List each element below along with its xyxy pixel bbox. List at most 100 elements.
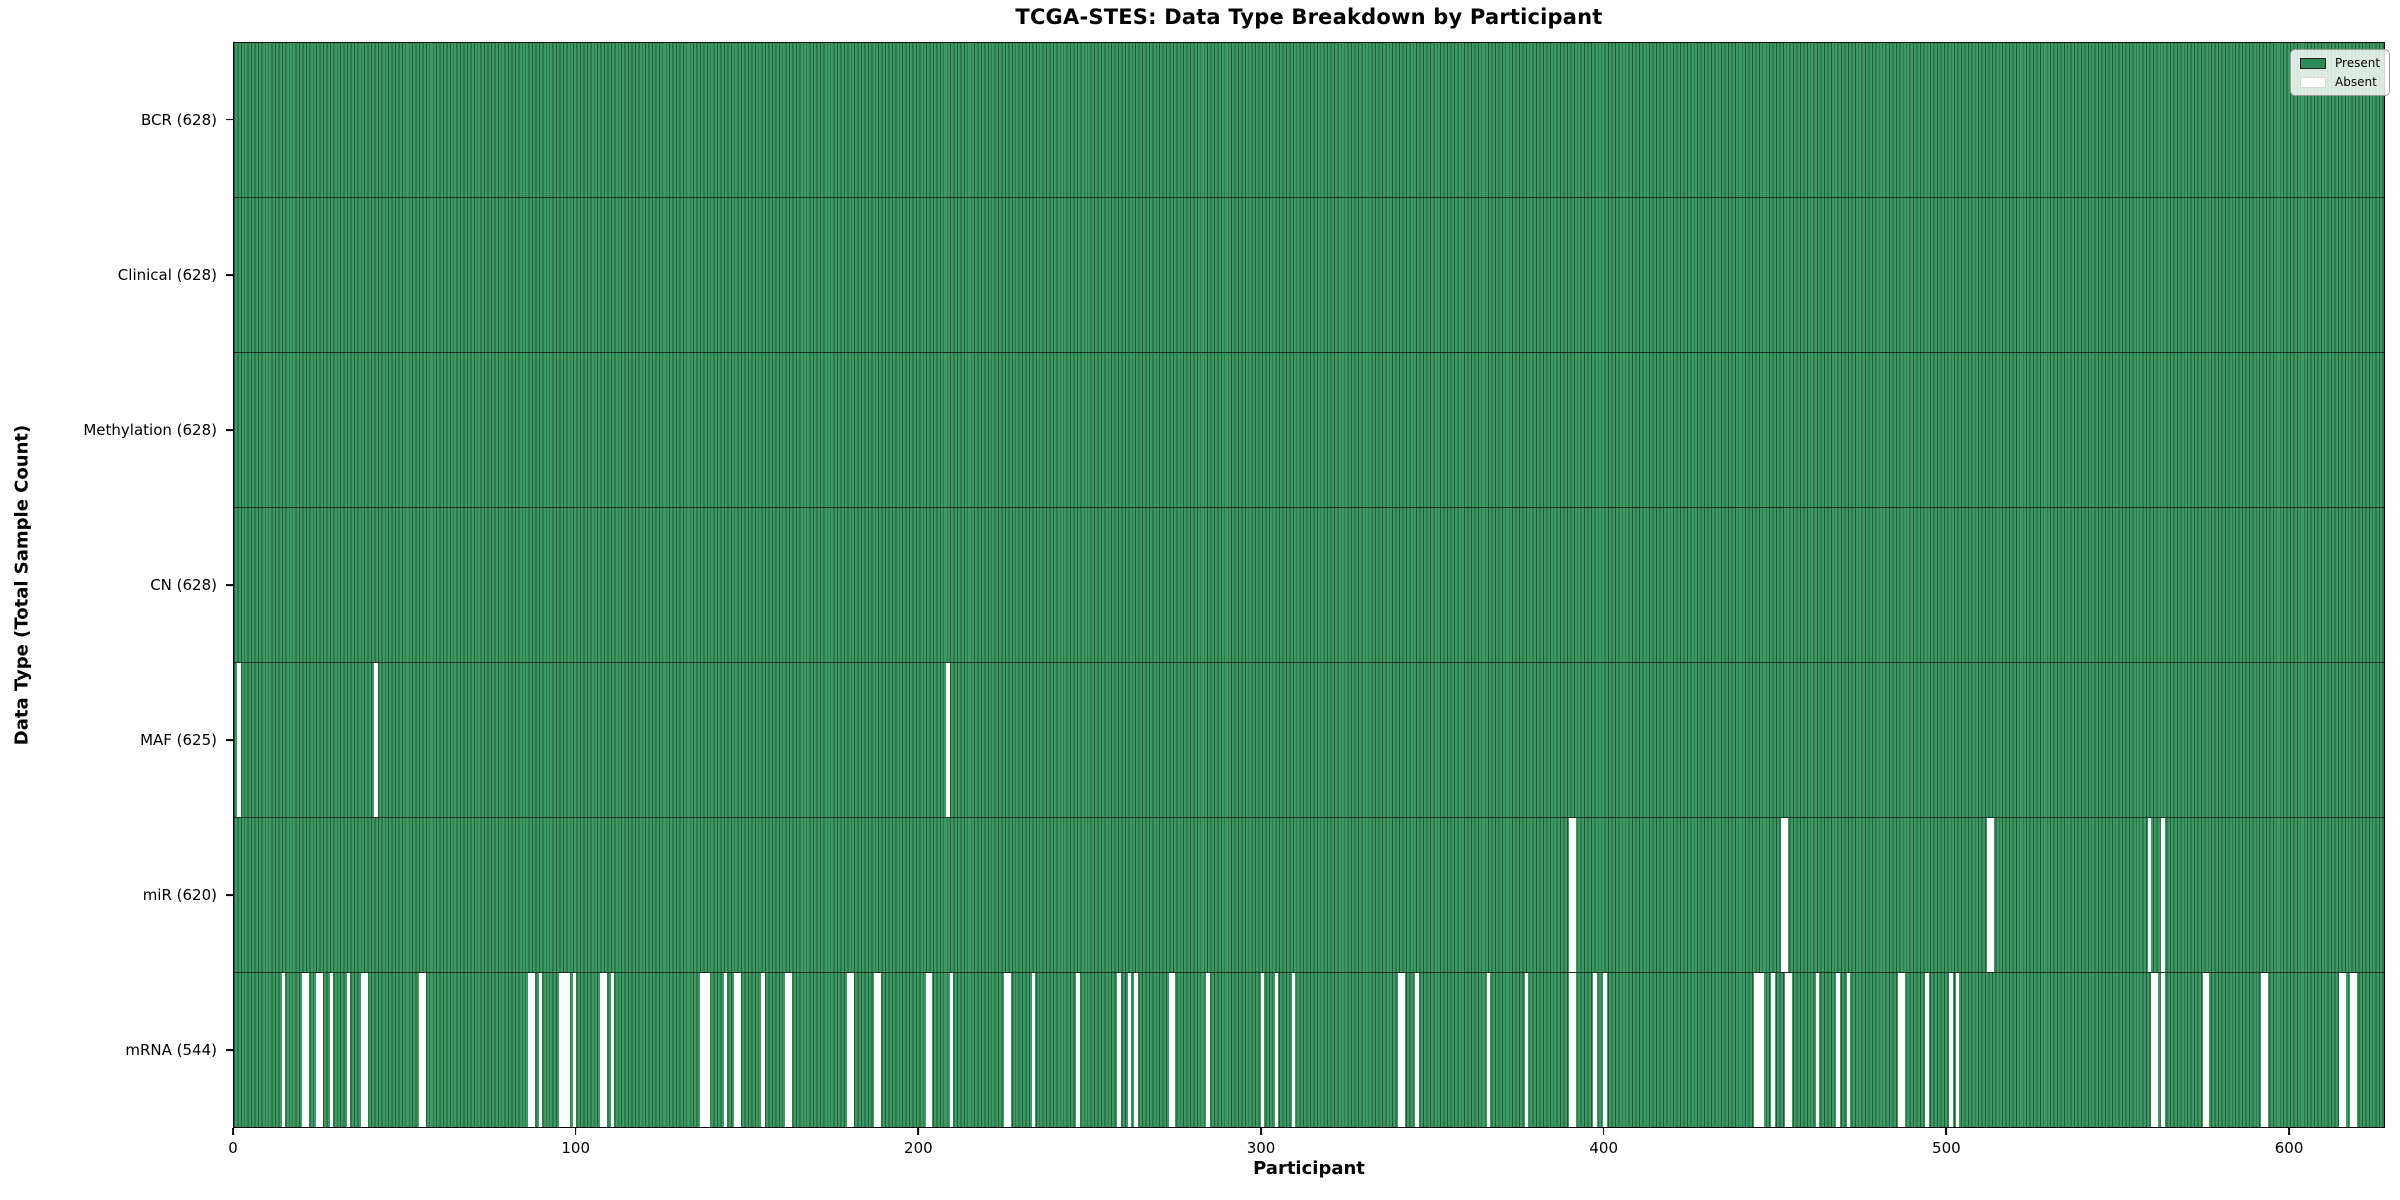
y-axis: BCR (628) Clinical (628) Methylation (628)… xyxy=(0,42,233,1128)
y-tick-label-mrna: mRNA (544) xyxy=(125,1041,217,1060)
absent-gap xyxy=(1134,973,1138,1127)
absent-gap xyxy=(1291,973,1296,1127)
y-tick-mark xyxy=(226,118,233,121)
absent-gap xyxy=(360,973,368,1127)
absent-gap xyxy=(1274,973,1279,1127)
data-row-clinical xyxy=(234,197,2384,352)
absent-gap xyxy=(1925,973,1929,1127)
absent-gap xyxy=(1846,973,1850,1127)
absent-gap xyxy=(1206,973,1210,1127)
legend: Present Absent xyxy=(2290,49,2390,96)
absent-gap xyxy=(1415,973,1419,1127)
absent-gap xyxy=(2161,973,2165,1127)
absent-gap xyxy=(528,973,536,1127)
x-tick-label-100: 100 xyxy=(561,1139,590,1157)
x-tick-label-500: 500 xyxy=(1932,1139,1961,1157)
x-tick-mark xyxy=(2288,1128,2290,1135)
legend-entry-present: Present xyxy=(2300,57,2380,69)
absent-gap xyxy=(1117,973,1121,1127)
absent-gap xyxy=(1956,973,1960,1127)
x-tick-mark xyxy=(1945,1128,1948,1135)
absent-swatch xyxy=(2300,76,2326,88)
absent-gap xyxy=(1781,818,1789,972)
absent-gap xyxy=(1897,973,1905,1127)
absent-gap xyxy=(1754,973,1765,1127)
absent-gap xyxy=(1593,973,1597,1127)
absent-gap xyxy=(2147,818,2152,972)
y-tick-label-bcr: BCR (628) xyxy=(140,110,217,129)
absent-gap xyxy=(1031,973,1036,1127)
absent-gap xyxy=(237,663,241,817)
y-tick-mark xyxy=(226,894,233,897)
absent-gap xyxy=(1603,973,1607,1127)
absent-gap xyxy=(733,973,741,1127)
legend-entry-absent: Absent xyxy=(2300,76,2380,88)
absent-gap xyxy=(925,973,933,1127)
legend-label-absent: Absent xyxy=(2335,75,2377,89)
x-tick-label-300: 300 xyxy=(1246,1139,1276,1157)
data-row-cn xyxy=(234,507,2384,662)
chart-title: TCGA-STES: Data Type Breakdown by Partic… xyxy=(1015,5,1603,29)
absent-gap xyxy=(1949,973,1953,1127)
x-tick-label-600: 600 xyxy=(2274,1139,2304,1157)
absent-gap xyxy=(846,973,854,1127)
absent-gap xyxy=(1168,973,1176,1127)
x-tick-mark xyxy=(917,1128,920,1135)
absent-gap xyxy=(723,973,727,1127)
absent-gap xyxy=(1569,973,1577,1127)
absent-gap xyxy=(1004,973,1012,1127)
absent-gap xyxy=(1986,818,1994,972)
y-tick-label-maf: MAF (625) xyxy=(140,731,217,750)
absent-gap xyxy=(1076,973,1080,1127)
y-tick-label-mir: miR (620) xyxy=(142,886,217,905)
absent-gap xyxy=(346,973,351,1127)
absent-gap xyxy=(316,973,323,1127)
absent-gap xyxy=(1815,973,1820,1127)
x-tick-mark xyxy=(1260,1128,1262,1135)
absent-gap xyxy=(281,973,286,1127)
y-tick-label-cn: CN (628) xyxy=(150,576,217,594)
y-tick-mark xyxy=(226,273,233,276)
y-tick-label-clinical: Clinical (628) xyxy=(117,265,217,284)
absent-gap xyxy=(418,973,426,1127)
y-tick-mark xyxy=(226,1049,233,1052)
absent-gap xyxy=(302,973,310,1127)
data-row-methylation xyxy=(234,352,2384,507)
absent-gap xyxy=(1569,818,1577,972)
absent-gap xyxy=(1487,973,1491,1127)
absent-gap xyxy=(1127,973,1131,1127)
y-tick-label-methylation: Methylation (628) xyxy=(83,420,217,439)
data-row-mrna xyxy=(234,972,2384,1127)
absent-gap xyxy=(874,973,882,1127)
absent-gap xyxy=(2161,818,2165,972)
absent-gap xyxy=(946,663,950,817)
absent-gap xyxy=(2349,973,2357,1127)
absent-gap xyxy=(610,973,614,1127)
x-tick-label-0: 0 xyxy=(228,1139,238,1157)
absent-gap xyxy=(785,973,793,1127)
absent-gap xyxy=(699,973,710,1127)
present-swatch xyxy=(2300,57,2326,69)
y-tick-mark xyxy=(226,584,233,586)
absent-gap xyxy=(949,973,953,1127)
x-tick-mark xyxy=(574,1128,577,1135)
absent-gap xyxy=(329,973,334,1127)
x-tick-mark xyxy=(1602,1128,1605,1135)
absent-gap xyxy=(1524,973,1529,1127)
plot-area xyxy=(233,42,2385,1128)
absent-gap xyxy=(538,973,543,1127)
absent-gap xyxy=(2260,973,2268,1127)
absent-gap xyxy=(374,663,378,817)
absent-gap xyxy=(600,973,608,1127)
absent-gap xyxy=(1784,973,1792,1127)
absent-gap xyxy=(2339,973,2347,1127)
absent-gap xyxy=(1836,973,1840,1127)
x-axis-label: Participant xyxy=(1253,1158,1365,1179)
x-tick-mark xyxy=(232,1128,234,1135)
data-row-bcr xyxy=(234,43,2384,197)
x-tick-label-400: 400 xyxy=(1589,1139,1619,1157)
data-row-mir xyxy=(234,817,2384,972)
x-tick-label-200: 200 xyxy=(904,1139,933,1157)
data-row-maf xyxy=(234,662,2384,817)
